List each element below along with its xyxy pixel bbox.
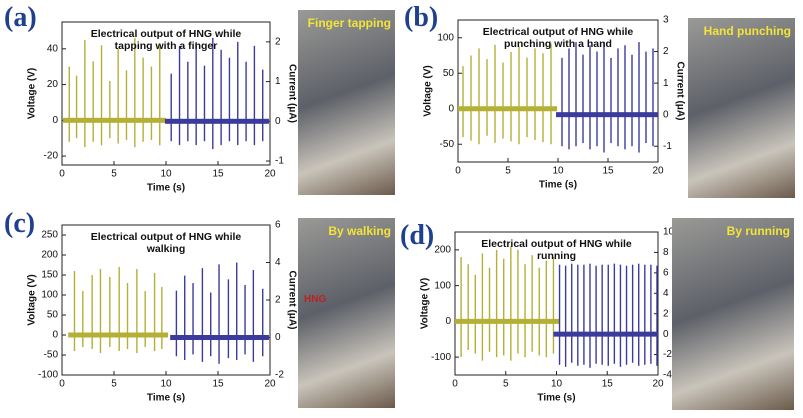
y2-tick-label: -2 — [275, 370, 284, 381]
photo-caption: Hand punching — [703, 24, 791, 38]
x-tick-label: 0 — [452, 379, 458, 390]
y2-tick-label: 6 — [275, 220, 281, 231]
y-tick-label: -100 — [431, 352, 451, 363]
y2-tick-label: 0 — [275, 332, 281, 343]
y-tick-label: 200 — [434, 245, 451, 256]
y-axis-label: Voltage (V) — [423, 65, 434, 116]
y-axis-label: Voltage (V) — [27, 274, 38, 325]
chart-title: Electrical output of HNG while running — [481, 238, 632, 262]
y-tick-label: 200 — [41, 250, 58, 261]
y-tick-label: -50 — [44, 350, 59, 361]
x-tick-label: 5 — [503, 379, 509, 390]
y-tick-label: 40 — [47, 43, 59, 54]
y-tick-label: -20 — [44, 151, 59, 162]
y2-tick-label: 1 — [663, 78, 669, 89]
y-axis-label: Voltage (V) — [420, 278, 431, 329]
x-tick-label: 0 — [455, 166, 461, 177]
y-axis-label: Voltage (V) — [27, 68, 38, 119]
panel-label: (c) — [4, 208, 36, 239]
y-tick-label: 0 — [52, 330, 58, 341]
y-tick-label: 0 — [445, 316, 451, 327]
photo: By running — [672, 218, 794, 410]
y2-tick-label: 2 — [663, 46, 669, 57]
x-tick-label: 10 — [160, 379, 172, 390]
y-tick-label: 20 — [47, 79, 59, 90]
x-tick-label: 0 — [59, 379, 65, 390]
y2-tick-label: 0 — [275, 116, 281, 127]
x-tick-label: 5 — [505, 166, 511, 177]
y2-axis-label: Current (μA) — [286, 271, 297, 330]
x-axis-label: Time (s) — [537, 393, 575, 404]
x-tick-label: 5 — [111, 379, 117, 390]
noise-band — [455, 318, 560, 324]
y2-tick-label: 4 — [275, 257, 281, 268]
y2-tick-label: 10 — [663, 227, 675, 238]
noise-band — [458, 106, 557, 112]
x-tick-label: 15 — [602, 166, 614, 177]
panel-label: (d) — [400, 220, 435, 251]
photo: Hand punching — [688, 18, 795, 198]
photo: Finger tapping — [298, 10, 395, 195]
y2-tick-label: 1 — [275, 76, 281, 87]
photo-caption: Finger tapping — [307, 16, 391, 30]
y-tick-label: 100 — [41, 290, 58, 301]
y-tick-label: 150 — [41, 270, 58, 281]
noise-band — [63, 117, 166, 123]
y-tick-label: 50 — [47, 310, 59, 321]
y-tick-label: 0 — [52, 115, 58, 126]
x-tick-label: 20 — [652, 166, 664, 177]
y2-tick-label: -4 — [663, 370, 672, 381]
x-tick-label: 10 — [552, 166, 564, 177]
y2-axis-label: Current (μA) — [286, 64, 297, 123]
y2-tick-label: 4 — [663, 288, 669, 299]
y-tick-label: -100 — [38, 370, 58, 381]
noise-band — [164, 118, 269, 124]
photo-caption: By running — [726, 224, 790, 238]
y2-tick-label: 6 — [663, 267, 669, 278]
x-tick-label: 20 — [264, 379, 276, 390]
y-tick-label: 100 — [434, 280, 451, 291]
noise-band — [68, 332, 169, 338]
annotation: HNG — [304, 294, 327, 305]
y2-axis-label: Current (μA) — [674, 62, 685, 121]
chart-title: Electrical output of HNG while tapping w… — [90, 28, 242, 52]
chart-title: Electrical output of HNG while punching … — [482, 26, 634, 50]
noise-band — [556, 112, 658, 118]
panel-label: (b) — [404, 2, 439, 33]
x-tick-label: 15 — [212, 379, 224, 390]
y2-tick-label: -2 — [663, 349, 672, 360]
y-tick-label: 250 — [41, 230, 58, 241]
y2-tick-label: -1 — [275, 156, 284, 167]
y2-tick-label: 2 — [275, 37, 281, 48]
chart-title: Electrical output of HNG while walking — [90, 231, 242, 255]
y-tick-label: 100 — [437, 32, 454, 43]
x-axis-label: Time (s) — [147, 183, 185, 194]
x-tick-label: 20 — [264, 169, 276, 180]
x-tick-label: 15 — [212, 169, 224, 180]
x-axis-label: Time (s) — [147, 393, 185, 404]
y2-tick-label: 8 — [663, 247, 669, 258]
y-tick-label: -50 — [440, 139, 455, 150]
y2-tick-label: 2 — [663, 308, 669, 319]
y-tick-label: 50 — [443, 68, 455, 79]
x-tick-label: 10 — [551, 379, 563, 390]
x-tick-label: 5 — [111, 169, 117, 180]
y-tick-label: 0 — [448, 103, 454, 114]
noise-band — [553, 331, 658, 337]
photo-caption: By walking — [328, 224, 391, 238]
y2-tick-label: 0 — [663, 329, 669, 340]
y2-tick-label: 2 — [275, 295, 281, 306]
x-axis-label: Time (s) — [539, 180, 577, 191]
x-tick-label: 0 — [59, 169, 65, 180]
x-tick-label: 10 — [160, 169, 172, 180]
x-tick-label: 20 — [652, 379, 664, 390]
y2-tick-label: -1 — [663, 141, 672, 152]
y2-tick-label: 0 — [663, 109, 669, 120]
x-tick-label: 15 — [602, 379, 614, 390]
panel-label: (a) — [4, 2, 37, 33]
y2-tick-label: 3 — [663, 15, 669, 26]
photo: By walking HNG — [298, 218, 395, 408]
